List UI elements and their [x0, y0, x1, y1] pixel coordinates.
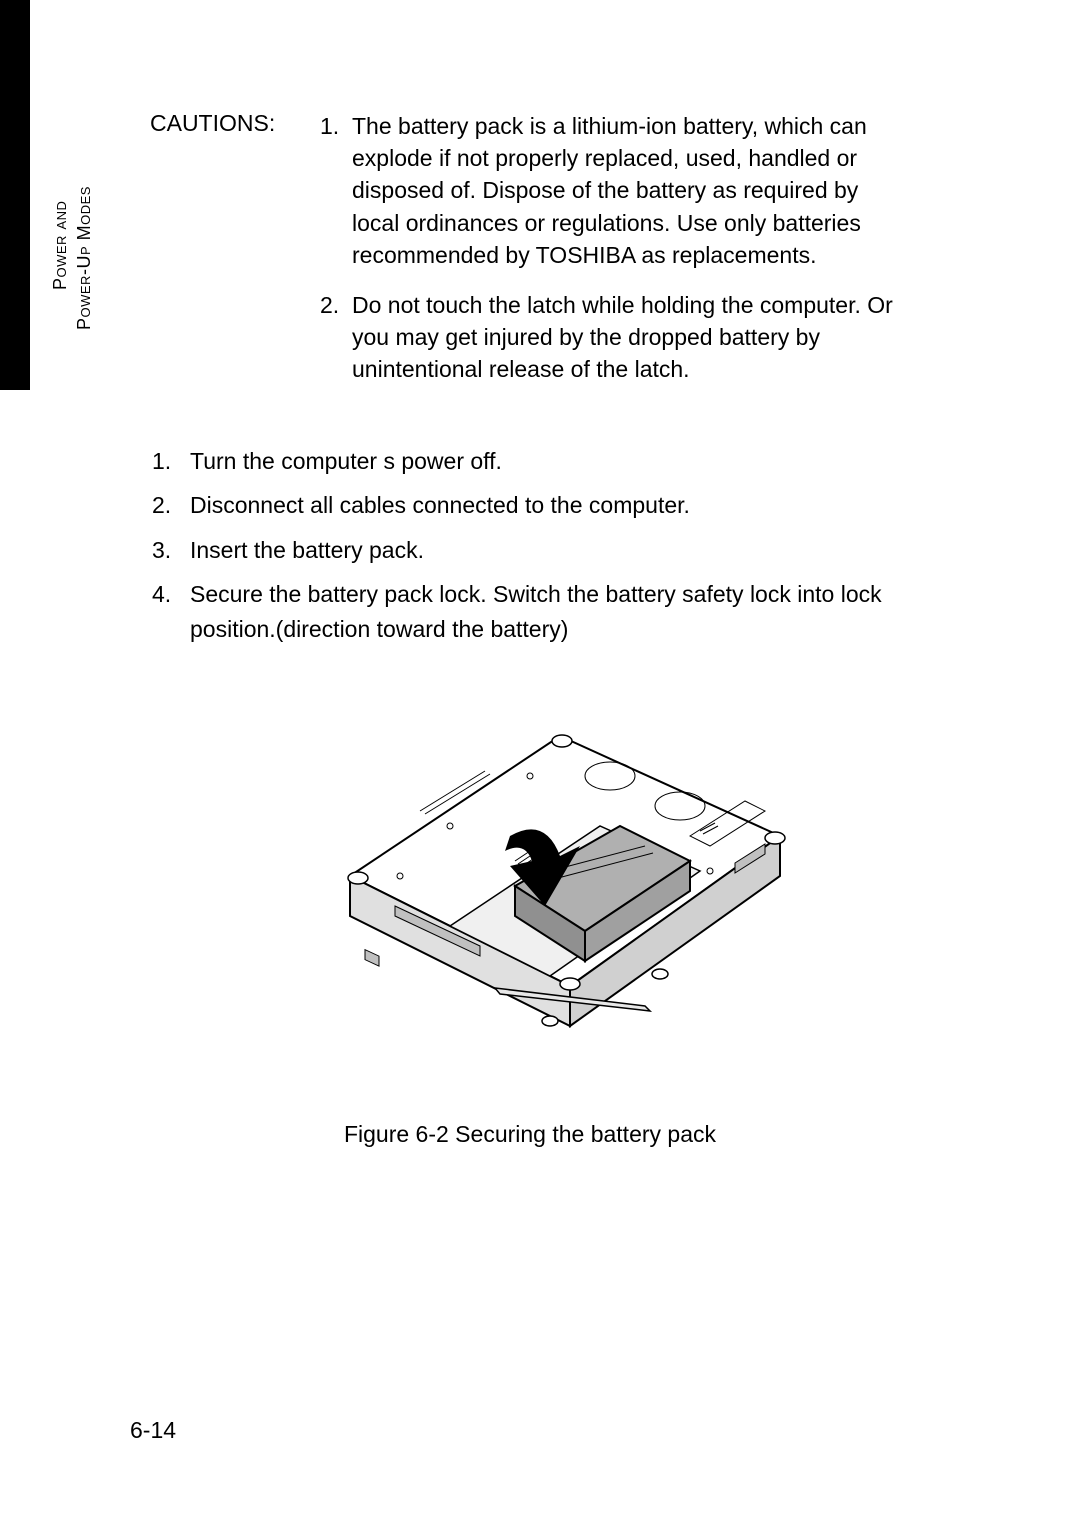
cautions-label: CAUTIONS: [150, 110, 320, 404]
step-text: Disconnect all cables connected to the c… [190, 488, 910, 523]
step-item: 3. Insert the battery pack. [150, 533, 910, 568]
step-num: 2. [150, 488, 190, 523]
step-item: 1. Turn the computer s power off. [150, 444, 910, 479]
main-content: CAUTIONS: 1. The battery pack is a lithi… [150, 110, 910, 1148]
step-text: Secure the battery pack lock. Switch the… [190, 577, 910, 646]
steps-list: 1. Turn the computer s power off. 2. Dis… [150, 444, 910, 647]
step-num: 3. [150, 533, 190, 568]
side-black-bar [0, 0, 30, 390]
step-item: 4. Secure the battery pack lock. Switch … [150, 577, 910, 646]
step-num: 1. [150, 444, 190, 479]
step-num: 4. [150, 577, 190, 646]
figure-area: Figure 6-2 Securing the battery pack [150, 706, 910, 1148]
step-text: Turn the computer s power off. [190, 444, 910, 479]
caution-item: 2. Do not touch the latch while holding … [320, 289, 910, 386]
step-item: 2. Disconnect all cables connected to th… [150, 488, 910, 523]
cautions-block: CAUTIONS: 1. The battery pack is a lithi… [150, 110, 910, 404]
laptop-battery-figure [250, 706, 810, 1091]
caution-num: 1. [320, 110, 352, 271]
cautions-list: 1. The battery pack is a lithium-ion bat… [320, 110, 910, 404]
caution-num: 2. [320, 289, 352, 386]
caution-text: Do not touch the latch while holding the… [352, 289, 910, 386]
side-label-power-and: Power and [50, 201, 71, 290]
caution-text: The battery pack is a lithium-ion batter… [352, 110, 910, 271]
caution-item: 1. The battery pack is a lithium-ion bat… [320, 110, 910, 271]
step-text: Insert the battery pack. [190, 533, 910, 568]
side-label-power-up-modes: Power-Up Modes [74, 186, 95, 330]
figure-caption: Figure 6-2 Securing the battery pack [150, 1121, 910, 1148]
page-number: 6-14 [130, 1417, 176, 1444]
